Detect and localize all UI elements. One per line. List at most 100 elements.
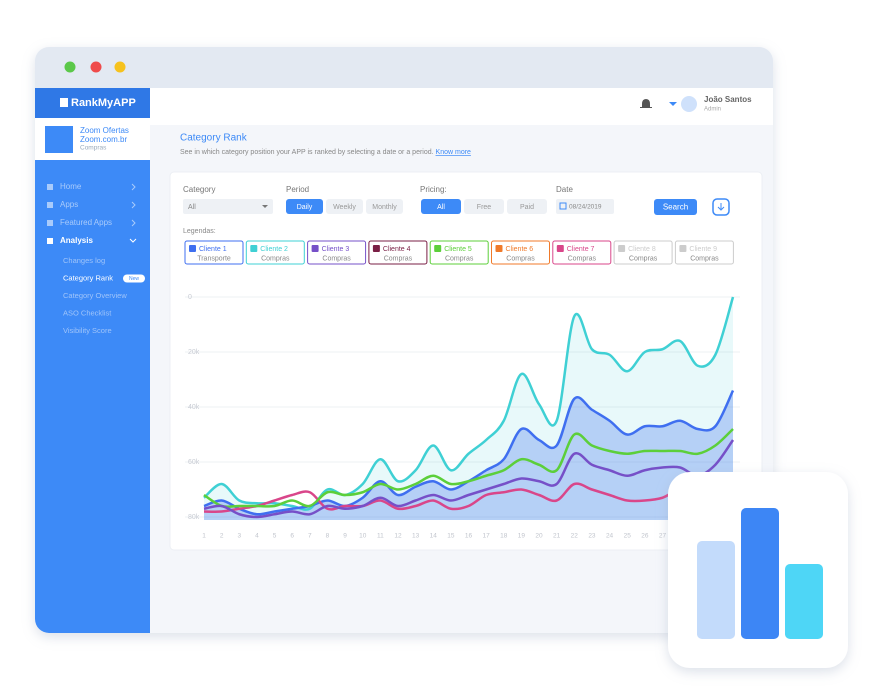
sidebar xyxy=(35,88,150,633)
subtitle-text: See in which category position your APP … xyxy=(180,149,434,156)
legend-swatch xyxy=(495,245,503,252)
legend-chip[interactable] xyxy=(429,240,489,265)
submenu-item[interactable]: ASO Checklist xyxy=(63,308,112,317)
x-tick-label: 22 xyxy=(571,533,579,540)
toggle-label: Paid xyxy=(520,204,534,211)
legend-subtitle: Compras xyxy=(445,255,474,262)
legend-chip[interactable] xyxy=(184,240,244,265)
app-site: Zoom.com.br xyxy=(80,135,127,144)
legend-chip[interactable] xyxy=(307,240,367,265)
legend-swatch xyxy=(311,245,319,252)
x-tick-label: 12 xyxy=(394,533,402,540)
legend-subtitle: Compras xyxy=(629,255,658,262)
select-arrow xyxy=(262,205,268,208)
menu-chevron xyxy=(131,201,136,209)
filter-label: Period xyxy=(286,185,309,194)
legend-subtitle: Compras xyxy=(690,255,719,262)
x-tick-label: 2 xyxy=(220,533,224,540)
legend-name: Cliente 8 xyxy=(628,246,656,253)
legend-subtitle: Compras xyxy=(568,255,597,262)
toggle-label: Daily xyxy=(297,204,313,211)
card xyxy=(169,171,763,551)
window-dot[interactable] xyxy=(64,61,76,73)
submenu-item[interactable]: Changes log xyxy=(63,256,105,265)
search-button[interactable] xyxy=(654,199,697,215)
page-title: Category Rank xyxy=(180,133,248,144)
page-subtitle: See in which category position your APP … xyxy=(180,149,471,156)
x-tick-label: 20 xyxy=(535,533,543,540)
toggle-button[interactable] xyxy=(507,199,547,214)
x-tick-label: 10 xyxy=(359,533,367,540)
menu-chevron xyxy=(131,219,136,227)
menu-chevron xyxy=(129,238,137,243)
y-tick-label: 20k xyxy=(188,349,200,356)
submenu-item[interactable]: Category Overview xyxy=(63,291,127,300)
y-tick-label: 0 xyxy=(188,294,192,301)
user-name[interactable]: João Santos xyxy=(704,95,752,104)
x-tick-label: 6 xyxy=(290,533,294,540)
legend-swatch xyxy=(189,245,196,252)
date-value: 08/24/2019 xyxy=(569,204,602,211)
title-bar xyxy=(35,47,773,88)
category-select[interactable] xyxy=(183,199,273,214)
date-input[interactable] xyxy=(556,199,614,214)
toggle-button[interactable] xyxy=(326,199,363,214)
know-more-link[interactable]: Know more xyxy=(436,149,472,156)
menu-item[interactable]: Apps xyxy=(60,200,78,209)
x-tick-label: 27 xyxy=(659,533,667,540)
toggle-button[interactable] xyxy=(366,199,403,214)
window-dot[interactable] xyxy=(114,61,126,73)
legend-swatch xyxy=(434,245,442,252)
logo[interactable]: RankMyAPP xyxy=(71,97,136,109)
x-tick-label: 13 xyxy=(412,533,420,540)
download-icon xyxy=(717,203,725,211)
legend-swatch xyxy=(679,245,687,252)
dropdown-icon[interactable] xyxy=(669,102,677,106)
x-tick-label: 18 xyxy=(500,533,508,540)
toggle-label: Monthly xyxy=(372,204,397,211)
x-tick-label: 7 xyxy=(308,533,312,540)
icon-bar xyxy=(697,541,735,639)
legend-chip[interactable] xyxy=(368,240,428,265)
menu-item[interactable]: Featured Apps xyxy=(60,218,112,227)
badge-label: New xyxy=(129,276,139,282)
avatar[interactable] xyxy=(681,96,697,112)
menu-icon xyxy=(47,220,53,226)
x-tick-label: 3 xyxy=(237,533,241,540)
menu-item[interactable]: Home xyxy=(60,182,82,191)
y-tick-label: 60k xyxy=(188,459,200,466)
x-tick-label: 14 xyxy=(430,533,438,540)
line xyxy=(203,296,735,511)
badge xyxy=(123,274,145,283)
legend-label: Legendas: xyxy=(183,228,216,235)
menu-icon xyxy=(47,238,53,244)
legend-name: Cliente 6 xyxy=(506,246,534,253)
select-value: All xyxy=(188,204,196,211)
toggle-label: Free xyxy=(477,204,492,211)
legend-chip[interactable] xyxy=(491,240,550,265)
toggle-button[interactable] xyxy=(464,199,504,214)
y-tick-label: 40k xyxy=(188,404,200,411)
window-dot[interactable] xyxy=(90,61,102,73)
toggle-button[interactable] xyxy=(286,199,323,214)
filter-label: Category xyxy=(183,185,215,194)
legend-chip[interactable] xyxy=(613,240,673,265)
legend-name: Cliente 9 xyxy=(689,246,717,253)
x-tick-label: 9 xyxy=(343,533,347,540)
bell-icon[interactable] xyxy=(640,99,652,108)
filter-label: Date xyxy=(556,185,573,194)
x-tick-label: 4 xyxy=(255,533,259,540)
line xyxy=(203,439,735,519)
menu-item[interactable]: Analysis xyxy=(60,236,93,245)
icon-bar xyxy=(785,564,823,639)
toggle-button[interactable] xyxy=(421,199,461,214)
submenu-item[interactable]: Visibility Score xyxy=(63,326,112,335)
x-tick-label: 19 xyxy=(518,533,526,540)
legend-chip[interactable] xyxy=(245,240,305,265)
submenu-item[interactable]: Category Rank xyxy=(63,273,113,282)
legend-chip[interactable] xyxy=(674,240,734,265)
legend-chip[interactable] xyxy=(552,240,612,265)
x-tick-label: 16 xyxy=(465,533,473,540)
x-tick-label: 11 xyxy=(377,533,384,540)
